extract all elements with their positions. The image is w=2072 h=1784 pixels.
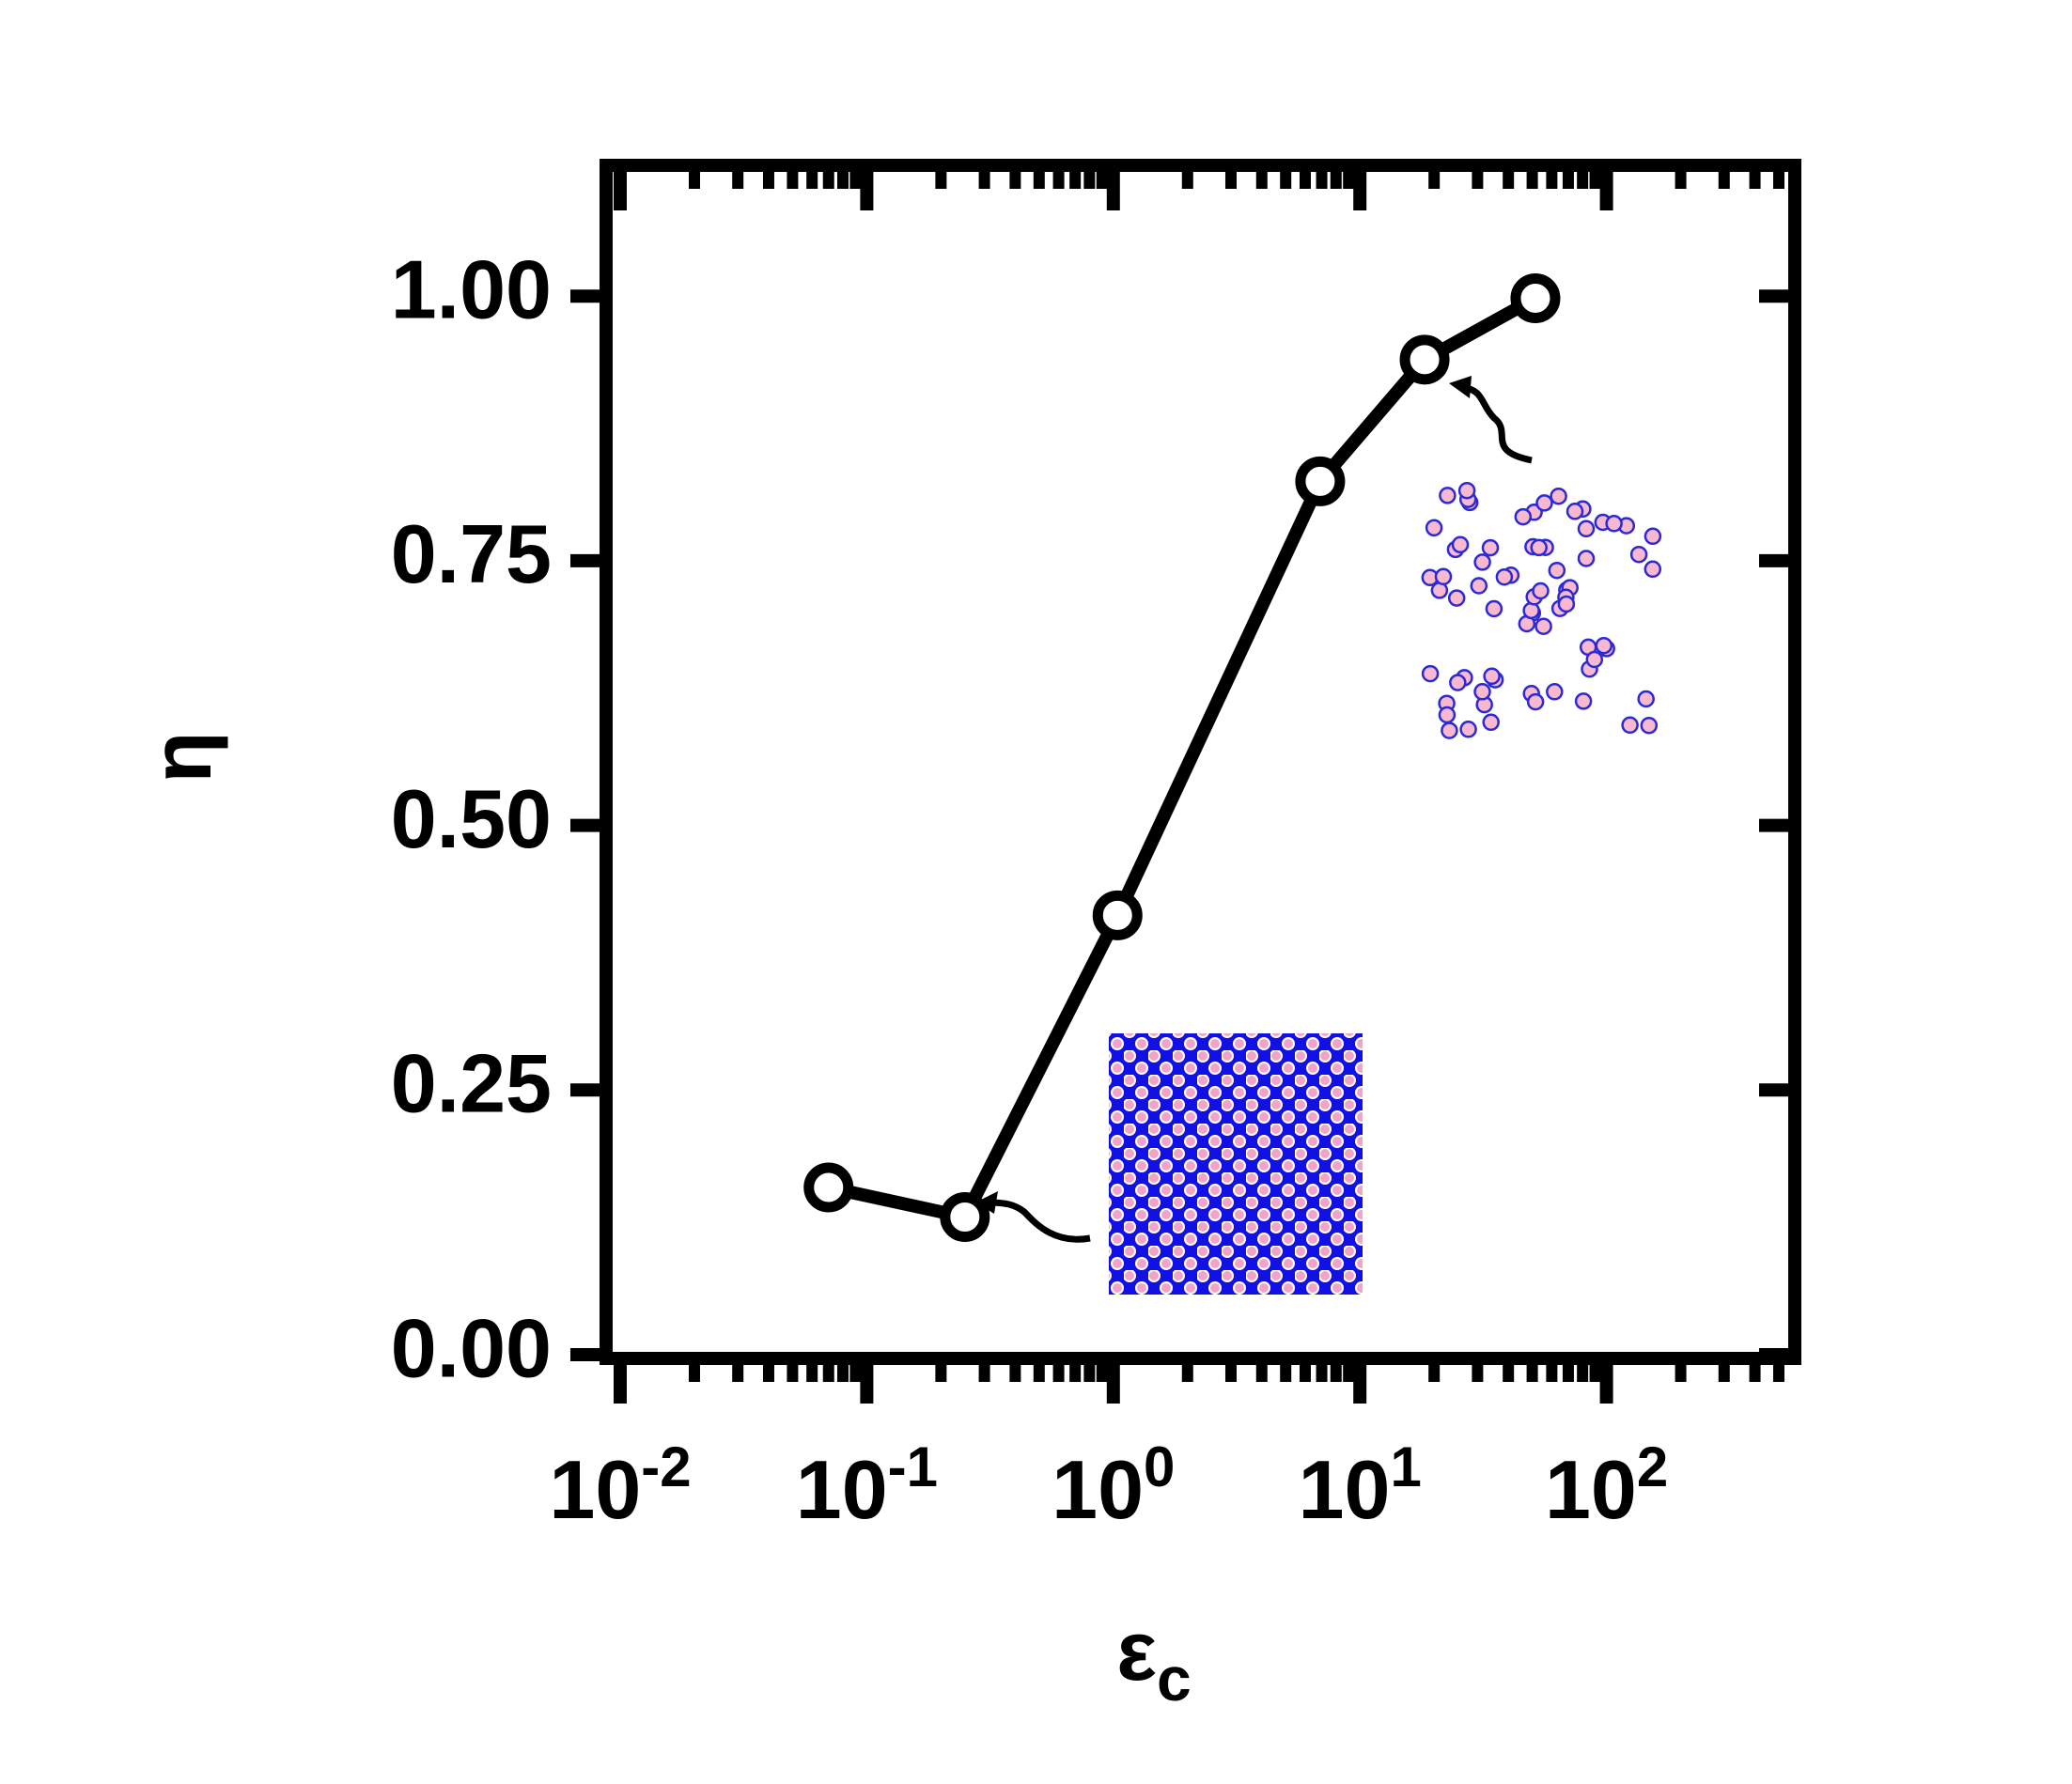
x-tick-labels: 10-2 10-1 100 101 102 — [549, 1435, 1668, 1536]
minor-ticks — [688, 165, 1784, 1382]
x-tick-label-exponent: -1 — [888, 1435, 938, 1498]
y-tick-label: 0.25 — [391, 1037, 552, 1130]
inset-sparse-dot — [1425, 519, 1443, 537]
inset-sparse-dot — [1621, 716, 1639, 735]
y-axis-title: η — [135, 732, 229, 783]
x-tick-label-base: 10 — [796, 1443, 888, 1536]
inset-sparse-dot — [1640, 716, 1659, 735]
x-tick-label-exponent: 2 — [1637, 1435, 1668, 1498]
inset-sparse-dot — [1473, 553, 1491, 571]
data-point — [1510, 272, 1561, 323]
arrow-to-dense-point — [975, 1191, 1091, 1243]
inset-sparse-dot — [1457, 481, 1476, 500]
x-tick-label-base: 10 — [1052, 1443, 1144, 1536]
inset-sparse-dot — [1421, 664, 1440, 683]
inset-sparse-dot — [1495, 567, 1514, 586]
inset-sparse-dot — [1546, 683, 1564, 701]
x-tick-label: 10-2 — [549, 1435, 691, 1536]
inset-sparse-dot — [1434, 567, 1453, 586]
inset-sparse-particle-dots — [1421, 481, 1662, 739]
data-point — [803, 1162, 854, 1213]
x-tick-label: 10-1 — [796, 1435, 938, 1536]
inset-sparse-dot — [1550, 487, 1567, 505]
inset-sparse-dot — [1644, 560, 1662, 579]
inset-sparse-dot — [1574, 692, 1593, 710]
inset-sparse-dot — [1451, 535, 1470, 554]
inset-sparse-dot — [1535, 617, 1552, 635]
y-tick-label: 1.00 — [391, 242, 552, 335]
inset-sparse-dot — [1526, 692, 1545, 711]
y-tick-label: 0.75 — [391, 507, 552, 600]
inset-dense-particles — [1109, 1033, 1363, 1295]
inset-sparse-dot — [1514, 507, 1533, 526]
data-point — [1295, 456, 1346, 506]
data-point — [1092, 890, 1143, 940]
inset-sparse-dot — [1441, 721, 1458, 739]
x-tick-label: 101 — [1299, 1435, 1422, 1536]
x-axis-title-subscript: c — [1157, 1644, 1192, 1714]
plot-frame — [600, 159, 1801, 1365]
x-axis-title: εc — [1116, 1605, 1191, 1714]
inset-sparse-dot — [1629, 545, 1648, 564]
inset-sparse-dot — [1473, 683, 1491, 701]
inset-sparse-dot — [1481, 538, 1500, 557]
x-tick-label-base: 10 — [1299, 1443, 1391, 1536]
inset-sparse-dot — [1548, 561, 1566, 580]
inset-sparse-dot — [1637, 690, 1655, 708]
inset-sparse-dot — [1485, 599, 1503, 618]
arrow-to-sparse-point — [1449, 376, 1533, 464]
inset-sparse-dot — [1483, 667, 1501, 686]
x-tick-label: 102 — [1545, 1435, 1668, 1536]
inset-sparse-dot — [1595, 636, 1613, 655]
x-tick-label: 100 — [1052, 1435, 1175, 1536]
inset-sparse-dot — [1470, 577, 1488, 595]
x-tick-label-exponent: 1 — [1390, 1435, 1421, 1498]
inset-sparse-dot — [1605, 515, 1623, 533]
x-tick-label-exponent: -2 — [641, 1435, 691, 1498]
inset-sparse-dot — [1535, 494, 1553, 512]
x-tick-label-exponent: 0 — [1144, 1435, 1175, 1498]
major-ticks — [570, 165, 1795, 1404]
x-tick-label-base: 10 — [549, 1443, 641, 1536]
inset-sparse-dot — [1438, 706, 1457, 724]
inset-sparse-dot — [1644, 527, 1662, 546]
inset-sparse-dot — [1439, 487, 1457, 504]
inset-sparse-dot — [1566, 503, 1584, 520]
data-points — [803, 272, 1561, 1243]
inset-sparse-dot — [1482, 713, 1500, 732]
inset-sparse-dot — [1459, 721, 1477, 738]
inset-sparse-particles — [1419, 481, 1673, 742]
inset-dense-particles-pattern — [1109, 1033, 1363, 1295]
inset-sparse-dot — [1557, 595, 1576, 613]
inset-sparse-dot — [1577, 550, 1596, 567]
inset-sparse-dot — [1449, 674, 1467, 691]
y-tick-label: 0.50 — [391, 772, 552, 865]
data-point — [1399, 334, 1450, 385]
inset-sparse-background — [1419, 481, 1673, 742]
data-point — [940, 1192, 990, 1243]
inset-sparse-dot — [1522, 601, 1540, 620]
inset-sparse-dot — [1530, 538, 1548, 557]
inset-sparse-dot — [1585, 650, 1604, 669]
x-tick-label-base: 10 — [1545, 1443, 1637, 1536]
y-tick-labels: 0.00 0.25 0.50 0.75 1.00 — [391, 242, 552, 1394]
inset-sparse-dot — [1577, 520, 1596, 538]
inset-sparse-dot — [1447, 589, 1466, 607]
inset-sparse-dot — [1532, 582, 1550, 600]
x-axis-title-main: ε — [1116, 1605, 1157, 1699]
y-tick-label: 0.00 — [391, 1301, 552, 1394]
